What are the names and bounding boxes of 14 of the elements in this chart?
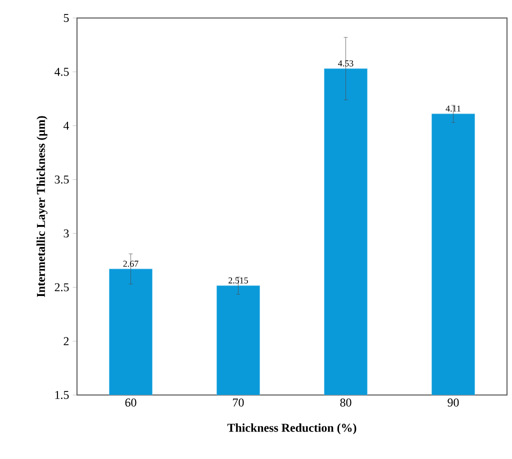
y-axis-title: Intermetallic Layer Thickness (µm) [36, 116, 48, 298]
y-tick-label: 1.5 [55, 390, 69, 400]
x-axis-title: Thickness Reduction (%) [227, 423, 356, 434]
x-tick-label: 80 [340, 398, 352, 407]
y-tick-label: 5 [64, 14, 69, 22]
x-tick-label: 70 [233, 398, 244, 407]
y-tick-label: 4 [63, 122, 70, 130]
y-tick-label: 4.5 [54, 68, 69, 76]
y-tick-label: 3.5 [54, 176, 69, 184]
y-tick-label: 2.5 [54, 283, 69, 292]
y-tick-label: 2 [64, 337, 69, 346]
x-tick-label: 90 [448, 398, 459, 407]
x-tick-label: 60 [125, 398, 136, 407]
y-tick-label: 3 [64, 229, 69, 238]
